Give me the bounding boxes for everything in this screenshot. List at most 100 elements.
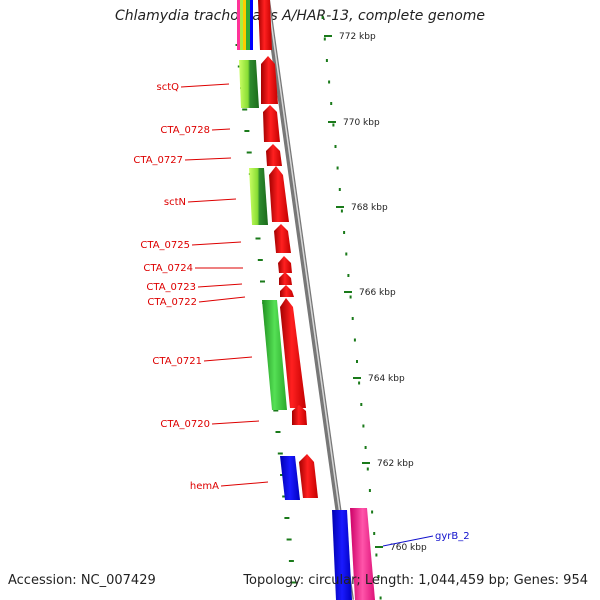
scale-labels: 772 kbp 770 kbp 768 kbp 766 kbp 764 kbp 762 k…: [324, 32, 427, 553]
scale-tick: [362, 462, 370, 464]
gene-cds-CTA_0728: [263, 105, 280, 142]
gene-label: CTA_0723: [146, 282, 196, 293]
tick-mark-inner: [255, 237, 261, 240]
gene-label-leader: [203, 356, 253, 362]
scale-tick: [344, 291, 352, 293]
scale-label: 770 kbp: [343, 118, 380, 128]
gene-cds-sctQ-green: [239, 60, 259, 108]
gene-label-leader: [198, 296, 246, 303]
gene-cds-CTA_0727: [266, 144, 282, 166]
scale-label: 760 kbp: [390, 543, 427, 553]
tick-mark-outer: [340, 209, 343, 213]
gene-label: CTA_0720: [160, 419, 210, 430]
tick-mark-inner: [246, 151, 252, 154]
scale-label: 762 kbp: [377, 459, 414, 469]
gene-cds-hemA-red: [299, 454, 318, 498]
tick-mark-outer: [371, 510, 374, 514]
gene-cds-CTA_0721-green: [262, 300, 287, 410]
tick-mark-outer: [379, 596, 382, 600]
scale-label: 764 kbp: [368, 374, 405, 384]
gene-label: sctN: [164, 197, 186, 208]
genome-summary-text: Topology: circular; Length: 1,044,459 bp…: [243, 573, 588, 588]
tick-mark-outer: [366, 467, 369, 471]
accession-text: Accession: NC_007429: [8, 573, 156, 588]
gene-cds-sctN-green: [249, 168, 268, 225]
page-title: Chlamydia trachomatis A/HAR-13, complete…: [114, 8, 486, 24]
gene-cds-CTA_0723: [279, 272, 292, 285]
tick-mark-inner: [286, 538, 292, 541]
tick-mark-inner: [284, 517, 290, 519]
tick-mark-outer: [360, 403, 363, 406]
gene-label: CTA_0721: [152, 356, 202, 367]
tick-mark-outer: [377, 575, 380, 578]
tick-mark-inner: [275, 431, 281, 433]
tick-mark-inner: [288, 560, 294, 562]
tick-mark-outer: [347, 274, 350, 277]
tick-mark-outer: [334, 145, 337, 148]
tick-mark-outer: [351, 317, 354, 320]
gene-labels: sctQ CTA_0728 CTA_0727 sctN CTA_0725 CTA_0724…: [133, 82, 470, 547]
tick-track-outer: [321, 16, 382, 600]
gene-cds-CTA_0722: [280, 285, 294, 297]
scale-tick: [336, 206, 344, 208]
tick-mark-outer: [321, 16, 324, 19]
tick-mark-outer: [328, 80, 331, 84]
tick-mark-outer: [375, 553, 378, 557]
gene-cds-gyrB_2-pink: [350, 508, 375, 600]
tick-mark-outer: [353, 338, 356, 342]
gene-label: CTA_0725: [140, 240, 190, 251]
gene-cds-hemA-blue: [280, 456, 300, 500]
tick-mark-inner: [257, 259, 263, 261]
tick-mark-outer: [338, 188, 341, 191]
tick-mark-inner: [244, 130, 250, 132]
gene-cds-CTA_0721-red: [280, 298, 306, 408]
gene-label: sctQ: [157, 82, 180, 93]
tick-mark-outer: [362, 424, 365, 428]
genome-backbone-highlight: [267, 0, 353, 600]
tick-mark-inner: [277, 452, 283, 455]
scale-tick: [328, 121, 336, 123]
gene-label-leader: [197, 283, 243, 288]
tick-mark-outer: [373, 532, 376, 535]
gene-label-leader: [180, 83, 230, 88]
gene-label-leader: [184, 157, 232, 161]
gene-label: CTA_0724: [143, 263, 193, 274]
gene-cds-CTA_0720: [292, 405, 307, 425]
scale-label: 766 kbp: [359, 288, 396, 298]
gene-cds-sctN-red: [269, 166, 289, 222]
tick-mark-inner: [260, 280, 265, 283]
gene-label: CTA_0727: [133, 155, 183, 166]
tick-mark-inner: [273, 409, 279, 412]
scale-label: 772 kbp: [339, 32, 376, 42]
gene-cds-sctQ-red: [261, 56, 278, 104]
scale-label: 768 kbp: [351, 203, 388, 213]
gene-label: CTA_0722: [147, 297, 197, 308]
scale-tick: [375, 546, 383, 548]
tick-mark-inner: [242, 108, 248, 111]
tick-mark-inner: [291, 581, 297, 584]
gene-cds-CTA_0725: [274, 224, 291, 253]
tick-mark-outer: [323, 37, 326, 41]
tick-mark-outer: [358, 381, 361, 385]
gene-label-leader: [211, 128, 231, 131]
gene-cds-gyrB_2-blue: [332, 510, 352, 600]
gene-label-leader: [220, 481, 269, 487]
scale-tick: [353, 377, 361, 379]
gene-cds-CTA_0724: [278, 256, 292, 273]
tick-mark-outer: [336, 166, 339, 170]
tick-mark-outer: [330, 102, 333, 105]
gene-label-leader: [191, 241, 242, 246]
gene-top-partial: [237, 0, 272, 50]
gene-label: CTA_0728: [160, 125, 210, 136]
gene-label: gyrB_2: [435, 531, 470, 542]
gene-label-leader: [211, 420, 260, 425]
tick-mark-outer: [343, 231, 346, 234]
tick-mark-outer: [356, 360, 358, 363]
tick-mark-outer: [345, 252, 348, 256]
gene-label-leader: [187, 198, 237, 203]
scale-tick: [324, 35, 332, 37]
gene-label-leader: [382, 535, 434, 547]
tick-mark-outer: [332, 123, 335, 127]
tick-mark-outer: [364, 446, 367, 449]
